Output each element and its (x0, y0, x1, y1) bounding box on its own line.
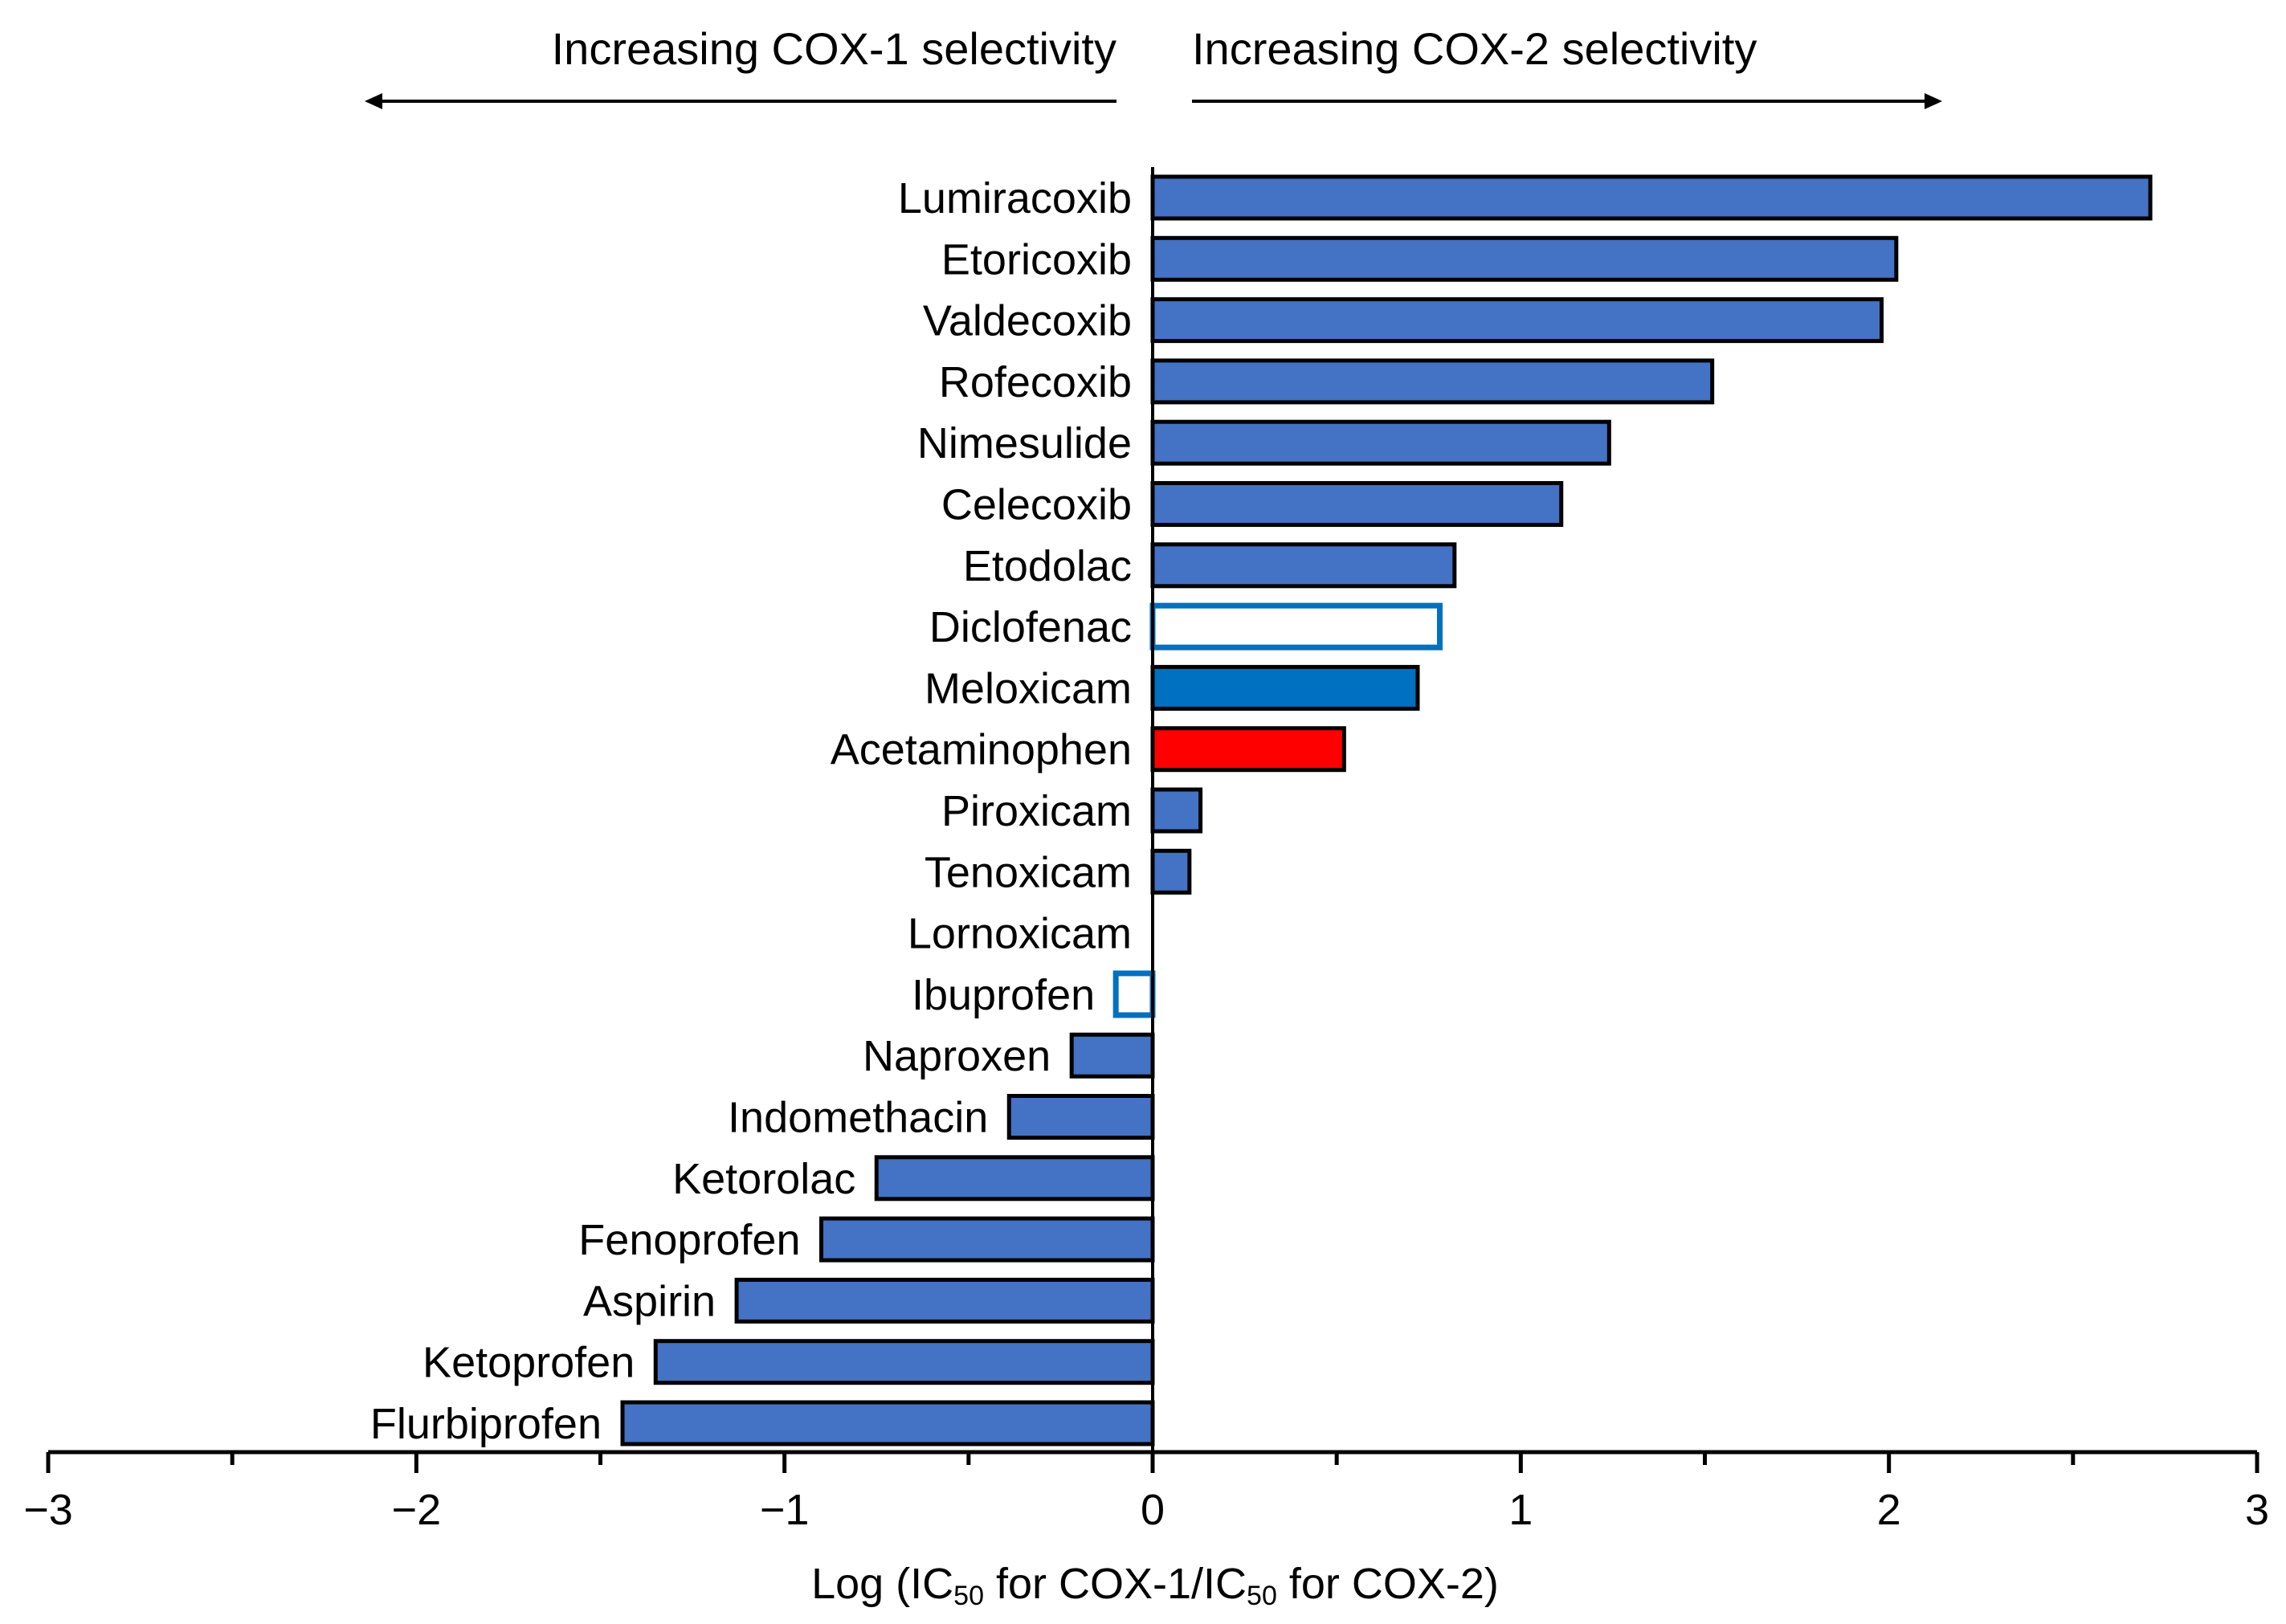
x-axis-label-suffix: for COX-2) (1277, 1560, 1499, 1608)
category-label-valdecoxib: Valdecoxib (923, 297, 1132, 345)
bar-fenoprofen (819, 1216, 1155, 1263)
bar-ketorolac (874, 1155, 1155, 1202)
bar-flurbiprofen (620, 1400, 1155, 1447)
bar-tenoxicam (1150, 848, 1192, 895)
annotation-cox2-text: Increasing COX-2 selectivity (1192, 23, 1757, 74)
category-label-rofecoxib: Rofecoxib (939, 358, 1132, 406)
bar-lumiracoxib (1150, 174, 2153, 221)
x-tick-label: 2 (1877, 1486, 1901, 1534)
category-label-aspirin: Aspirin (583, 1277, 716, 1325)
category-label-etoricoxib: Etoricoxib (941, 235, 1132, 284)
bar-naproxen (1069, 1032, 1155, 1079)
bar-aspirin (734, 1277, 1155, 1324)
category-label-piroxicam: Piroxicam (941, 787, 1132, 835)
x-axis-label: Log (IC50 for COX-1/IC50 for COX-2) (811, 1560, 1499, 1611)
x-tick-label: 3 (2245, 1486, 2269, 1534)
bar-ibuprofen (1112, 970, 1156, 1018)
bar-acetaminophen (1150, 726, 1346, 773)
category-label-acetaminophen: Acetaminophen (831, 726, 1132, 774)
bar-celecoxib (1150, 481, 1564, 527)
x-axis-label-sub2: 50 (1247, 1581, 1277, 1611)
x-axis-label-sub1: 50 (953, 1581, 984, 1611)
bar-valdecoxib (1150, 297, 1884, 344)
category-label-ketoprofen: Ketoprofen (423, 1339, 635, 1387)
category-label-lumiracoxib: Lumiracoxib (898, 174, 1132, 222)
bar-diclofenac (1149, 602, 1443, 651)
category-label-celecoxib: Celecoxib (941, 481, 1132, 529)
category-label-indomethacin: Indomethacin (728, 1094, 988, 1142)
x-ticks: −3 −2 −1 0 1 2 3 (23, 1452, 2269, 1534)
category-label-tenoxicam: Tenoxicam (925, 848, 1132, 896)
bar-nimesulide (1150, 419, 1611, 466)
x-axis-label-prefix: Log (IC (811, 1560, 953, 1608)
annotation-cox1: Increasing COX-1 selectivity (370, 23, 1116, 105)
x-axis: −3 −2 −1 0 1 2 3 (23, 1450, 2269, 1534)
bar-piroxicam (1150, 787, 1203, 834)
bar-ketoprofen (653, 1339, 1155, 1385)
annotation-cox1-arrowhead (365, 93, 382, 109)
bar-indomethacin (1006, 1094, 1155, 1140)
x-tick-label: −2 (392, 1486, 442, 1534)
bar-etoricoxib (1150, 235, 1899, 282)
category-label-nimesulide: Nimesulide (917, 419, 1132, 467)
bar-rofecoxib (1150, 358, 1715, 405)
x-tick-label: 1 (1508, 1486, 1533, 1534)
category-label-meloxicam: Meloxicam (925, 664, 1132, 712)
category-label-naproxen: Naproxen (863, 1032, 1051, 1080)
category-label-etodolac: Etodolac (963, 542, 1132, 590)
bar-meloxicam (1150, 664, 1420, 711)
annotation-cox2-arrowhead (1925, 93, 1942, 109)
category-label-ibuprofen: Ibuprofen (912, 971, 1095, 1019)
category-label-ketorolac: Ketorolac (672, 1155, 855, 1203)
category-label-diclofenac: Diclofenac (929, 603, 1132, 651)
x-tick-label: −3 (23, 1486, 73, 1534)
annotation-cox2: Increasing COX-2 selectivity (365, 23, 1942, 109)
x-tick-label: 0 (1141, 1486, 1165, 1534)
x-tick-label: −1 (760, 1486, 810, 1534)
category-label-flurbiprofen: Flurbiprofen (370, 1400, 602, 1448)
bar-etodolac (1150, 542, 1457, 589)
category-label-lornoxicam: Lornoxicam (908, 910, 1132, 958)
annotation-cox1-text: Increasing COX-1 selectivity (552, 23, 1116, 74)
category-labels: Lumiracoxib Etoricoxib Valdecoxib Rofecoxib… (370, 174, 1132, 1448)
category-label-fenoprofen: Fenoprofen (578, 1216, 800, 1264)
x-axis-label-mid: for COX-1/IC (984, 1560, 1247, 1608)
bars-group (620, 174, 2153, 1447)
